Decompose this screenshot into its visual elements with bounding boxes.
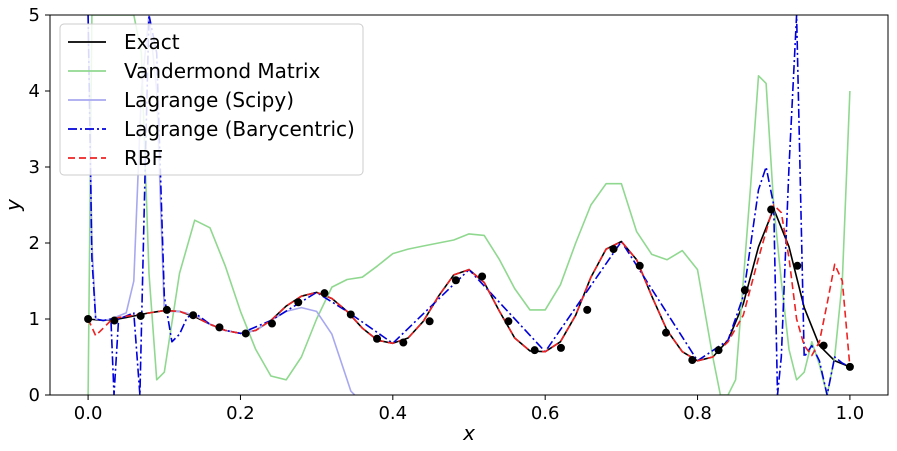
- y-axis-label: y: [1, 198, 25, 212]
- series-line-4: [87, 204, 851, 367]
- sample-point: [241, 329, 250, 338]
- sample-point: [294, 298, 303, 307]
- sample-point: [662, 328, 671, 337]
- plot-area-frame: [49, 14, 889, 396]
- sample-point: [162, 305, 171, 314]
- y-tick-label: 4: [29, 81, 40, 102]
- x-tick-label: 0.6: [531, 403, 560, 424]
- x-tick-label: 0.2: [226, 403, 255, 424]
- sample-point: [399, 338, 408, 347]
- sample-point: [714, 346, 723, 355]
- sample-point: [84, 315, 93, 323]
- legend-label: Vandermond Matrix: [124, 59, 321, 83]
- legend-box: [59, 23, 364, 176]
- sample-point: [635, 261, 644, 270]
- x-tick-label: 0.0: [74, 403, 103, 424]
- x-axis-label: x: [462, 421, 475, 445]
- legend-label: Lagrange (Barycentric): [124, 117, 355, 141]
- sample-point: [556, 343, 565, 352]
- sample-point: [740, 286, 749, 295]
- sample-point: [609, 245, 618, 254]
- sample-point: [373, 334, 382, 343]
- x-tick-label: 0.8: [683, 403, 712, 424]
- y-tick-label: 5: [29, 5, 40, 26]
- sample-point: [136, 311, 145, 320]
- sample-point: [425, 317, 434, 326]
- sample-point: [767, 205, 776, 214]
- legend-label: Exact: [124, 30, 180, 54]
- series-line-1: [87, 15, 851, 395]
- y-tick-label: 1: [29, 309, 40, 330]
- sample-point: [346, 310, 355, 319]
- sample-points-layer: [84, 205, 854, 371]
- sample-point: [688, 356, 697, 365]
- sample-point: [793, 261, 802, 270]
- y-tick-label: 2: [29, 233, 40, 254]
- sample-point: [845, 362, 854, 371]
- axis-ticks: 0.0 0.2 0.4 0.6 0.8 1.0 0 1 2 3 4 5: [29, 5, 865, 424]
- series-line-3: [87, 15, 851, 395]
- series-line-0: [88, 208, 851, 368]
- y-tick-label: 0: [29, 385, 40, 406]
- legend: Exact Vandermond Matrix Lagrange (Scipy) La…: [59, 23, 364, 176]
- sample-point: [215, 323, 224, 332]
- sample-point: [583, 305, 592, 314]
- y-tick-label: 3: [29, 157, 40, 178]
- sample-point: [267, 319, 276, 328]
- x-tick-label: 1.0: [836, 403, 865, 424]
- sample-point: [530, 346, 539, 355]
- sample-point: [189, 311, 198, 320]
- legend-label: RBF: [124, 146, 163, 170]
- sample-point: [819, 341, 828, 350]
- sample-point: [451, 276, 460, 285]
- x-tick-label: 0.4: [378, 403, 407, 424]
- legend-label: Lagrange (Scipy): [124, 88, 294, 112]
- sample-point: [504, 317, 513, 326]
- sample-point: [478, 272, 487, 281]
- sample-point: [320, 289, 329, 298]
- sample-point: [110, 316, 119, 325]
